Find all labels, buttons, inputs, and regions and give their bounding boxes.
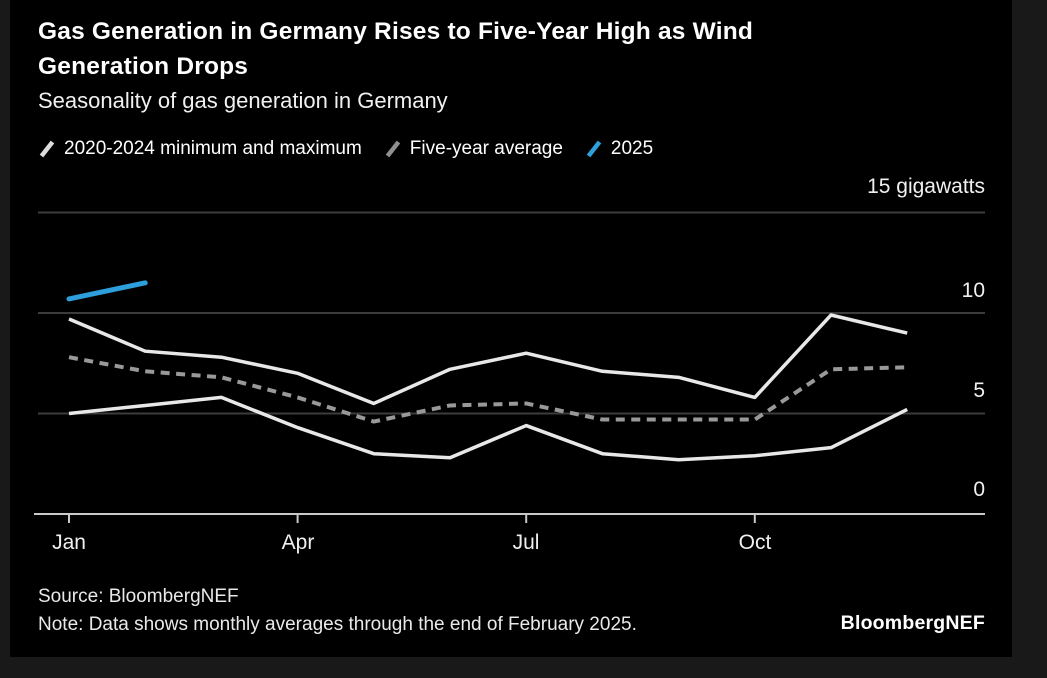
slash-icon xyxy=(39,140,55,158)
y-axis-label-5: 5 xyxy=(973,379,985,402)
legend-item-2025: 2025 xyxy=(585,138,653,160)
bloombergnef-logo: BloombergNEF xyxy=(840,612,985,634)
legend-item-average: Five-year average xyxy=(384,138,563,160)
y-axis-label-0: 0 xyxy=(973,478,985,501)
title-line-1: Gas Generation in Germany Rises to Five-… xyxy=(38,18,754,45)
legend-label-average: Five-year average xyxy=(409,138,563,159)
chart-legend: 2020-2024 minimum and maximum Five-year … xyxy=(38,138,653,160)
x-axis-label-jul: Jul xyxy=(512,531,540,554)
x-axis-label-oct: Oct xyxy=(738,531,772,554)
x-axis-label-jan: Jan xyxy=(52,531,86,554)
note-text: Note: Data shows monthly averages throug… xyxy=(38,614,637,635)
y-axis-label-10: 10 xyxy=(961,279,985,302)
chart-subtitle: Seasonality of gas generation in Germany xyxy=(38,88,448,113)
x-axis-label-apr: Apr xyxy=(281,531,315,554)
y-axis-label-15: 15 gigawatts xyxy=(867,175,985,198)
legend-item-minmax: 2020-2024 minimum and maximum xyxy=(38,138,362,160)
slash-icon xyxy=(586,140,602,158)
source-text: Source: BloombergNEF xyxy=(38,586,239,607)
slash-icon xyxy=(385,140,401,158)
legend-label-2025: 2025 xyxy=(610,138,654,159)
title-line-2: Generation Drops xyxy=(38,53,249,80)
page-title: Gas Generation in Germany Rises to Five-… xyxy=(38,14,938,84)
legend-label-minmax: 2020-2024 minimum and maximum xyxy=(64,138,362,159)
